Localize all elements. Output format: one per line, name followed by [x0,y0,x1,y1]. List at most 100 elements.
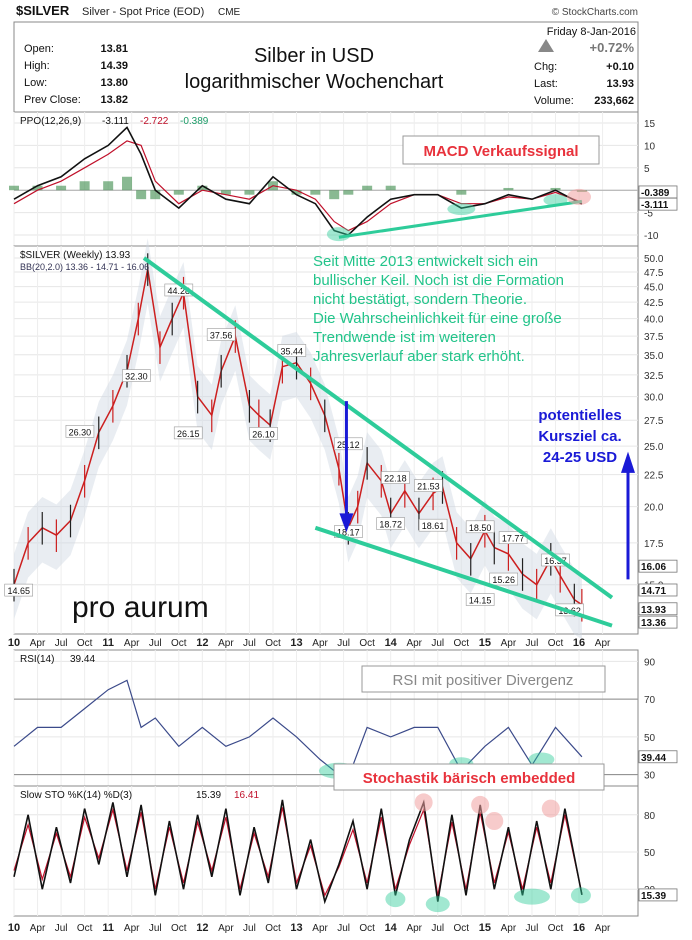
ppo-histogram-bar [32,185,43,191]
x-tick-label: Oct [454,638,470,649]
stat-label: Volume: [534,95,574,107]
stat-label: Open: [24,43,54,55]
target-annotation-line: Kursziel ca. [538,428,621,445]
stoch-legend-name: Slow STO %K(14) %D(3) [20,790,132,801]
ppo-histogram-bar [329,190,340,200]
rsi-legend-value: 39.44 [70,654,95,665]
ppo-histogram-bar [9,185,19,191]
x-tick-label: Oct [171,638,187,649]
x-axis-bottom: 10 Apr Jul Oct 11 Apr Jul Oct 12 Apr Jul Oct 13 Apr Ju… [8,922,611,934]
y-tick-label: 30.0 [644,393,664,404]
ppo-legend-value-2: -2.722 [140,116,169,127]
x-tick-label: Jul [431,638,444,649]
y-tick-label: 80 [644,811,656,822]
x-tick-label: Oct [77,923,93,934]
price-label-box [489,572,519,586]
x-tick-label: 16 [573,637,585,649]
last-value-box [638,197,678,211]
last-value-box [638,559,678,573]
y-tick-label: 50 [644,733,656,744]
wedge-annotation-line: Seit Mitte 2013 entwickelt sich ein [313,253,538,270]
stat-value: 13.81 [100,43,128,55]
ppo-marks: -0.389-3.111 [9,126,678,242]
last-value-box [638,583,678,597]
price-label: 37.56 [210,331,233,341]
price-label: 26.30 [69,427,92,437]
target-annotation-line: potentielles [538,407,621,424]
x-tick-label: Oct [548,638,564,649]
price-label-box [4,583,34,597]
x-tick-label: Oct [359,923,375,934]
stoch-high-marker [485,812,504,830]
price-label: 21.53 [417,482,440,492]
ppo-signal-marker [567,188,592,205]
last-value-box [638,888,678,902]
ppo-low-marker [543,194,568,207]
symbol-label: $SILVER [16,3,70,18]
stat-value: 13.80 [100,77,128,89]
ppo-legend-name: PPO(12,26,9) [20,116,81,127]
last-value-box [638,615,678,629]
target-annotation-line: 24-25 USD [543,449,617,466]
price-label: 14.15 [469,596,492,606]
x-tick-label: Oct [454,923,470,934]
wedge-annotation-line: Trendwende ist im weiteren [313,329,496,346]
price-label: 14.65 [7,586,30,596]
ppo-histogram-bar [310,190,321,195]
x-tick-label: Apr [218,923,234,934]
last-value-label: 39.44 [641,753,666,764]
x-tick-label: Jul [149,638,162,649]
stat-value: 233,662 [594,95,634,107]
rsi-annotation: RSI mit positiver Divergenz [361,665,606,693]
wedge-annotation-line: Die Wahrscheinlichkeit für eine große [313,310,562,327]
price-label-box [277,344,307,357]
x-tick-label: Jul [431,923,444,934]
ppo-low-marker [326,227,351,242]
x-tick-label: Jul [526,638,539,649]
y-tick-label: 30 [644,771,656,782]
ppo-histogram-bar [503,187,514,191]
x-tick-label: Oct [171,923,187,934]
last-value-label: 14.71 [641,586,666,597]
wedge-annotation-line: Jahresverlauf aber stark erhöht. [313,348,525,365]
x-tick-label: Jul [149,923,162,934]
stat-label: High: [24,60,50,72]
ppo-histogram-bar [150,190,161,200]
x-tick-label: Oct [265,923,281,934]
x-tick-label: Jul [526,923,539,934]
macd-annotation: MACD Verkaufssignal [402,135,600,165]
stat-value: +0.10 [606,61,634,73]
x-tick-label: Apr [406,638,422,649]
last-value-label: -3.111 [641,200,669,211]
y-tick-label: 5 [644,164,650,175]
y-tick-label: 27.5 [644,416,664,427]
stoch-grid: 805020 [13,786,656,916]
y-tick-label: -5 [644,209,653,220]
x-tick-label: 12 [196,922,208,934]
price-label-box [122,369,151,382]
price-label-box [206,328,236,341]
wedge-annotation-text: Seit Mitte 2013 entwickelt sich ein bulli… [313,253,564,365]
stats-left: Open: 13.81 High: 14.39 Low: 13.80 Prev … [24,43,128,106]
rsi-legend-name: RSI(14) [20,654,54,665]
ppo-legend-value-3: -0.389 [180,116,209,127]
last-value-label: 16.06 [641,562,666,573]
price-label: 26.15 [177,429,200,439]
price-label-box [376,517,405,530]
y-tick-label: 15 [644,119,656,130]
chart-title-line1: Silber in USD [254,45,374,67]
x-tick-label: Apr [30,923,46,934]
stoch-high-marker [541,799,560,818]
last-value-box [638,602,678,616]
macd-annotation-box [402,135,600,165]
ppo-low-marker [447,203,476,216]
x-tick-label: Apr [501,638,517,649]
ppo-line [13,126,583,236]
x-tick-label: Jul [55,638,68,649]
ppo-histogram-bar [362,185,373,191]
y-tick-label: 50.0 [644,254,664,265]
rsi-annotation-text: RSI mit positiver Divergenz [393,672,574,689]
y-tick-label: 37.5 [644,332,664,343]
price-grid: 50.0 47.5 45.0 42.5 40.0 37.5 35.0 32.5 30.0 27.5… [13,246,664,634]
